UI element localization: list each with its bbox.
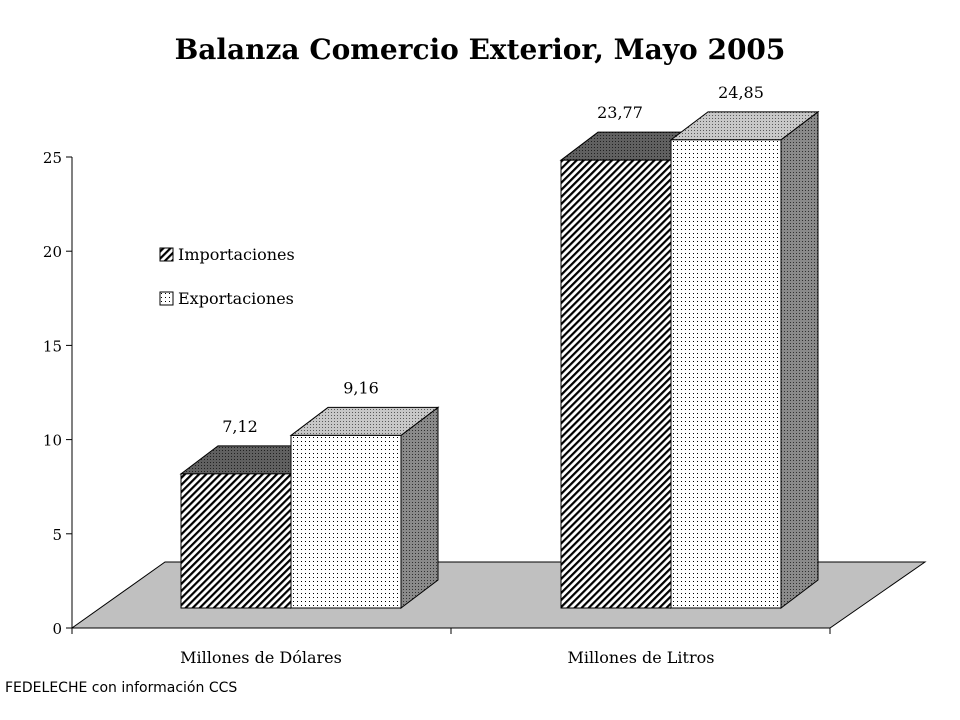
legend-label-exportaciones: Exportaciones	[178, 289, 294, 308]
legend: Importaciones Exportaciones	[159, 245, 295, 308]
y-tick-label: 5	[52, 526, 62, 544]
chart-bars	[179, 110, 820, 610]
legend-swatch-exportaciones	[159, 291, 174, 306]
y-tick-label: 10	[43, 432, 62, 450]
bar-side-exportaciones	[400, 406, 439, 610]
source-note: FEDELECHE con información CCS	[5, 680, 237, 696]
chart-axes: 0 5 10 15 20 25 Millones de Dólares Millones de…	[43, 149, 831, 667]
data-label: 9,16	[343, 378, 379, 397]
y-tick-label: 15	[43, 337, 62, 355]
bar-side-exportaciones	[780, 110, 819, 610]
legend-swatch-importaciones	[159, 247, 174, 262]
legend-label-importaciones: Importaciones	[178, 245, 295, 264]
bar-exportaciones	[290, 434, 402, 609]
x-tick-label: Millones de Litros	[568, 648, 715, 667]
y-tick-label: 0	[52, 620, 62, 638]
chart-title: Balanza Comercio Exterior, Mayo 2005	[175, 33, 786, 66]
bar-importaciones	[560, 159, 672, 609]
data-label: 7,12	[222, 417, 258, 436]
bar-importaciones	[180, 473, 292, 609]
x-tick-label: Millones de Dólares	[180, 648, 342, 667]
bar-exportaciones	[670, 139, 782, 609]
data-label: 23,77	[597, 103, 643, 122]
data-label: 24,85	[718, 83, 764, 102]
data-labels: 7,12 9,16 23,77 24,85	[222, 83, 764, 436]
y-tick-label: 20	[43, 243, 62, 261]
y-tick-label: 25	[43, 149, 62, 167]
